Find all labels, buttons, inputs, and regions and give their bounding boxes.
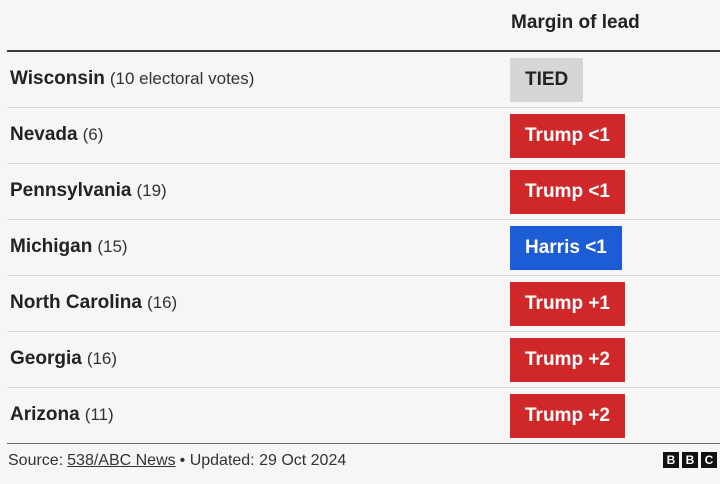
source-link[interactable]: 538/ABC News (67, 452, 176, 469)
source-label: Source: (8, 452, 64, 469)
header-rule (7, 50, 720, 52)
electoral-votes: (11) (84, 405, 114, 424)
table-row: Michigan (15) Harris <1 (7, 220, 720, 276)
state-name: Arizona (10, 404, 80, 425)
state-name: North Carolina (10, 292, 142, 313)
column-title: Margin of lead (511, 12, 640, 33)
margin-badge: Trump <1 (510, 114, 625, 158)
table-row: Pennsylvania (19) Trump <1 (7, 164, 720, 220)
electoral-votes: (19) (136, 181, 167, 200)
table-row: Nevada (6) Trump <1 (7, 108, 720, 164)
margin-badge: Trump <1 (510, 170, 625, 214)
electoral-votes: (16) (146, 293, 178, 312)
row-label: Nevada (6) (10, 124, 103, 146)
margin-badge: Trump +1 (510, 282, 625, 326)
row-label: Michigan (15) (10, 236, 128, 258)
electoral-votes: (16) (86, 349, 118, 368)
state-name: Pennsylvania (10, 180, 132, 201)
row-label: Georgia (16) (10, 348, 117, 370)
logo-letter: B (682, 452, 698, 468)
table-row: Georgia (16) Trump +2 (7, 332, 720, 388)
electoral-votes: (10 electoral votes) (109, 69, 255, 88)
table-row: Arizona (11) Trump +2 (7, 388, 720, 444)
row-label: Arizona (11) (10, 404, 114, 426)
state-name: Georgia (10, 348, 82, 369)
state-name: Nevada (10, 124, 78, 145)
table-row: North Carolina (16) Trump +1 (7, 276, 720, 332)
margin-badge: Trump +2 (510, 338, 625, 382)
margin-badge: Harris <1 (510, 226, 622, 270)
margin-badge: Trump +2 (510, 394, 625, 438)
row-label: Wisconsin (10 electoral votes) (10, 68, 254, 90)
electoral-votes: (15) (97, 237, 128, 256)
table: Wisconsin (10 electoral votes) TIED Nevada(… (7, 52, 720, 444)
state-name: Wisconsin (10, 68, 105, 89)
electoral-votes: (6) (82, 125, 104, 144)
margin-badge: TIED (510, 58, 584, 102)
table-row: Wisconsin (10 electoral votes) TIED (7, 52, 720, 108)
updated: • Updated: 29 Oct 2024 (179, 452, 347, 469)
state-name: Michigan (10, 236, 93, 257)
row-label: Pennsylvania (19) (10, 180, 167, 202)
logo-letter: B (663, 452, 679, 468)
footer: Source: 538/ABC News • Updated: 29 Oct 202… (8, 452, 346, 470)
logo-letter: C (701, 452, 717, 468)
row-label: North Carolina (16) (10, 292, 177, 314)
